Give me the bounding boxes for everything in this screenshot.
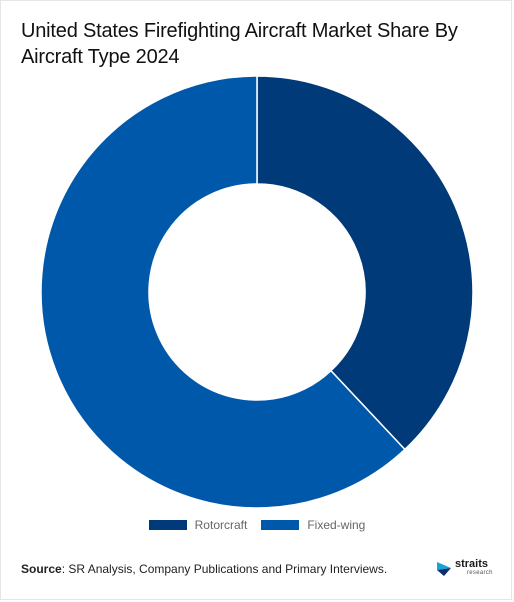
legend-label-rotorcraft: Rotorcraft (194, 518, 248, 532)
source-text: : SR Analysis, Company Publications and … (61, 562, 388, 576)
donut-chart (40, 75, 474, 509)
legend-item-fixed-wing[interactable]: Fixed-wing (261, 518, 365, 532)
logo-subtitle: research (467, 570, 493, 576)
legend-swatch-fixed-wing (261, 520, 300, 530)
source-note: Source: SR Analysis, Company Publication… (21, 562, 387, 576)
donut-slice-rotorcraft[interactable] (256, 75, 474, 451)
straits-logo-icon (437, 562, 451, 576)
legend-label-fixed-wing: Fixed-wing (307, 518, 366, 532)
legend: Rotorcraft Fixed-wing (0, 518, 514, 532)
legend-swatch-rotorcraft (148, 520, 187, 530)
legend-item-rotorcraft[interactable]: Rotorcraft (148, 518, 248, 532)
donut-slice-fixed-wing[interactable] (40, 75, 406, 509)
straits-logo: straits research (436, 558, 492, 580)
source-label: Source (21, 562, 62, 576)
logo-wordmark: straits (455, 558, 489, 570)
chart-title: United States Firefighting Aircraft Mark… (21, 20, 458, 68)
